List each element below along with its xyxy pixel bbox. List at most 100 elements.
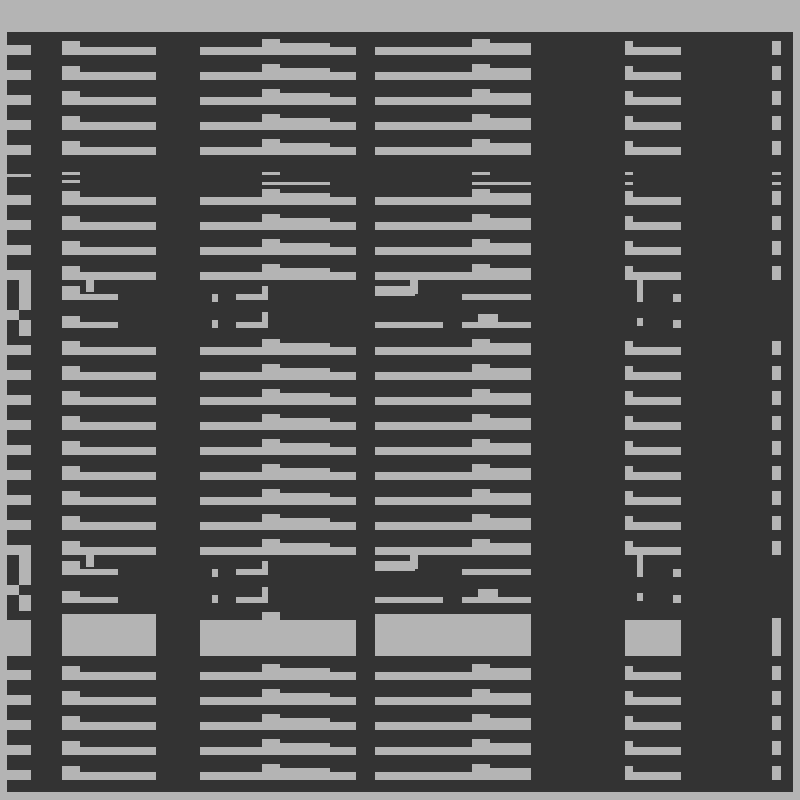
pattern-bar — [262, 139, 280, 147]
pattern-bar — [625, 541, 633, 547]
pattern-bar — [7, 520, 31, 530]
pattern-bar — [625, 620, 681, 656]
pattern-bar — [772, 66, 781, 80]
pattern-bar — [280, 543, 330, 547]
pattern-bar — [375, 322, 443, 328]
pattern-bar — [478, 314, 498, 322]
pattern-bar — [19, 555, 31, 585]
pattern-bar — [472, 172, 490, 175]
pattern-bar — [625, 247, 681, 255]
pattern-bar — [62, 122, 156, 130]
pattern-bar — [410, 555, 418, 569]
pattern-bar — [200, 122, 356, 130]
pattern-bar — [7, 120, 31, 130]
pattern-bar — [375, 347, 531, 355]
pattern-bar — [62, 597, 118, 603]
pattern-bar — [280, 68, 330, 72]
pattern-bar — [375, 247, 531, 255]
pattern-bar — [772, 441, 781, 455]
pattern-bar — [200, 97, 356, 105]
pattern-bar — [7, 545, 31, 555]
pattern-bar — [7, 174, 31, 177]
pattern-bar — [7, 720, 31, 730]
pattern-bar — [375, 372, 531, 380]
pattern-bar — [62, 447, 156, 455]
pattern-bar — [236, 322, 268, 328]
pattern-bar — [62, 522, 156, 530]
pattern-bar — [625, 672, 681, 680]
pattern-bar — [625, 397, 681, 405]
pattern-bar — [625, 472, 681, 480]
pattern-bar — [62, 397, 156, 405]
pattern-bar — [625, 116, 633, 122]
pattern-bar — [200, 372, 356, 380]
pattern-bar — [62, 147, 156, 155]
pattern-bar — [200, 547, 356, 555]
pattern-bar — [62, 547, 156, 555]
pattern-bar — [625, 241, 633, 247]
pattern-bar — [490, 143, 531, 147]
pattern-bar — [490, 368, 531, 372]
pattern-bar — [625, 216, 633, 222]
pattern-bar — [280, 743, 330, 747]
pattern-bar — [280, 768, 330, 772]
pattern-bar — [375, 272, 531, 280]
pattern-bar — [375, 522, 531, 530]
pattern-bar — [625, 497, 681, 505]
pattern-bar — [262, 414, 280, 422]
pattern-bar — [7, 45, 31, 55]
pattern-bar — [472, 689, 490, 697]
pattern-bar — [262, 439, 280, 447]
pattern-bar — [212, 595, 218, 603]
pattern-bar — [200, 772, 356, 780]
pattern-bar — [772, 341, 781, 355]
pattern-bar — [625, 416, 633, 422]
pattern-bar — [490, 243, 531, 247]
pattern-bar — [280, 443, 330, 447]
pattern-bar — [62, 247, 156, 255]
pattern-bar — [472, 364, 490, 372]
pattern-bar — [262, 561, 268, 575]
pattern-bar — [625, 347, 681, 355]
pattern-bar — [7, 270, 31, 280]
pattern-bar — [673, 569, 681, 577]
pattern-bar — [86, 553, 94, 567]
pattern-bar — [375, 72, 531, 80]
pattern-bar — [200, 620, 356, 656]
pattern-bar — [625, 97, 681, 105]
pattern-bar — [472, 539, 490, 547]
pattern-bar — [625, 522, 681, 530]
pattern-bar — [62, 614, 156, 656]
pattern-bar — [212, 320, 218, 328]
pattern-bar — [472, 514, 490, 522]
pattern-bar — [200, 222, 356, 230]
pattern-bar — [625, 722, 681, 730]
pattern-bar — [62, 72, 156, 80]
pattern-bar — [200, 197, 356, 205]
pattern-bar — [637, 555, 643, 577]
pattern-bar — [490, 68, 531, 72]
pattern-bar — [280, 668, 330, 672]
pattern-bar — [7, 395, 31, 405]
pattern-bar — [375, 614, 531, 656]
pattern-bar — [7, 420, 31, 430]
pattern-bar — [262, 214, 280, 222]
pattern-bar — [772, 766, 781, 780]
pattern-bar — [772, 516, 781, 530]
pattern-bar — [472, 464, 490, 472]
pattern-bar — [772, 666, 781, 680]
pattern-bar — [490, 493, 531, 497]
pattern-bar — [490, 768, 531, 772]
pattern-bar — [280, 693, 330, 697]
pattern-bar — [625, 391, 633, 397]
pattern-bar — [490, 343, 531, 347]
pattern-bar — [280, 493, 330, 497]
pattern-bar — [772, 541, 781, 555]
pattern-bar — [280, 468, 330, 472]
pattern-bar — [212, 294, 218, 302]
pattern-bar — [375, 97, 531, 105]
pattern-bar — [625, 41, 633, 47]
pattern-bar — [280, 718, 330, 722]
pattern-bar — [262, 89, 280, 97]
pattern-bar — [490, 393, 531, 397]
